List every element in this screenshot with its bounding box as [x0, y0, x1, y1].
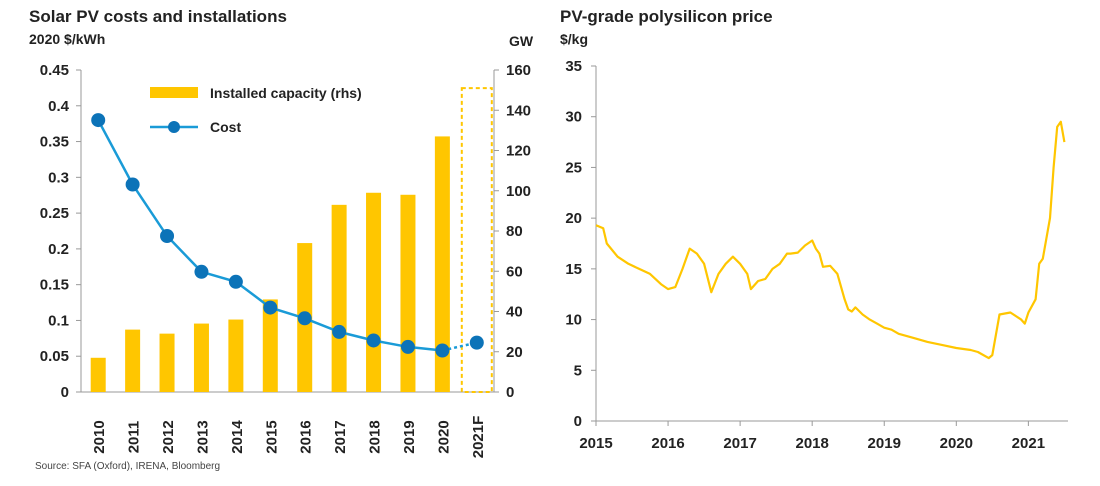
- left-chart-title: Solar PV costs and installations: [29, 7, 287, 26]
- cost-point: [194, 264, 209, 279]
- bar: [159, 333, 175, 392]
- cost-point: [435, 343, 450, 358]
- right-axis-unit: GW: [509, 33, 534, 49]
- left-tick-label: 0.35: [40, 134, 69, 151]
- source-note: Source: SFA (Oxford), IRENA, Bloomberg: [35, 461, 221, 472]
- poly-y-tick-label: 10: [565, 312, 582, 329]
- x-tick-label: 2013: [194, 420, 211, 453]
- cost-point: [263, 300, 278, 315]
- right-tick-label: 120: [506, 143, 531, 160]
- left-tick-label: 0.15: [40, 277, 69, 294]
- x-tick-label: 2021F: [470, 416, 487, 459]
- x-tick-label: 2020: [435, 420, 452, 453]
- right-tick-label: 0: [506, 384, 514, 401]
- left-tick-label: 0.05: [40, 348, 69, 365]
- x-tick-label: 2012: [160, 420, 177, 453]
- x-tick-label: 2018: [367, 420, 384, 453]
- poly-y-tick-label: 20: [565, 210, 582, 227]
- right-tick-label: 60: [506, 263, 523, 280]
- poly-x-tick-label: 2015: [579, 435, 612, 452]
- x-tick-label: 2011: [126, 421, 143, 454]
- poly-y-tick-label: 25: [565, 159, 582, 176]
- poly-y-tick-label: 30: [565, 109, 582, 126]
- poly-y-tick-label: 35: [565, 58, 582, 75]
- poly-x-tick-label: 2019: [868, 435, 901, 452]
- x-tick-label: 2016: [298, 420, 315, 453]
- poly-x-tick-label: 2017: [723, 435, 756, 452]
- legend-line-marker: [168, 121, 180, 133]
- poly-y-tick-label: 5: [574, 362, 582, 379]
- right-tick-label: 160: [506, 62, 531, 79]
- left-tick-label: 0.45: [40, 62, 69, 79]
- x-tick-label: 2014: [229, 420, 246, 454]
- left-tick-label: 0.2: [48, 241, 69, 258]
- poly-x-tick-label: 2018: [795, 435, 828, 452]
- bar: [331, 204, 347, 392]
- bar: [125, 329, 141, 392]
- left-tick-label: 0.1: [48, 312, 69, 329]
- cost-point: [469, 335, 484, 350]
- legend-bar-swatch: [150, 87, 198, 98]
- right-chart-title: PV-grade polysilicon price: [560, 7, 773, 26]
- x-tick-label: 2017: [332, 420, 349, 453]
- left-axis-unit: 2020 $/kWh: [29, 31, 106, 47]
- polysilicon-price-line: [595, 120, 1066, 360]
- poly-x-tick-label: 2020: [940, 435, 973, 452]
- poly-x-tick-label: 2021: [1012, 435, 1045, 452]
- poly-x-tick-label: 2016: [651, 435, 684, 452]
- left-tick-label: 0.4: [48, 98, 70, 115]
- right-tick-label: 100: [506, 183, 531, 200]
- x-tick-label: 2019: [401, 420, 418, 453]
- left-tick-label: 0.25: [40, 205, 69, 222]
- cost-point: [125, 177, 140, 192]
- left-tick-label: 0.3: [48, 169, 69, 186]
- right-tick-label: 20: [506, 344, 523, 361]
- x-tick-label: 2010: [91, 420, 108, 453]
- bar: [90, 357, 106, 392]
- cost-point: [366, 333, 381, 348]
- legend-line-label: Cost: [210, 119, 241, 135]
- left-tick-label: 0: [61, 384, 69, 401]
- cost-point: [160, 229, 175, 244]
- right-tick-label: 40: [506, 304, 523, 321]
- right-chart-unit: $/kg: [560, 31, 589, 47]
- cost-point: [228, 274, 243, 289]
- bar: [434, 136, 450, 392]
- cost-point: [297, 311, 312, 326]
- cost-point: [332, 324, 347, 339]
- cost-point: [400, 339, 415, 354]
- bar: [193, 323, 209, 392]
- bar-forecast: [460, 87, 493, 394]
- poly-y-tick-label: 15: [565, 261, 582, 278]
- x-tick-label: 2015: [263, 420, 280, 453]
- bar: [262, 299, 278, 392]
- legend-bar-label: Installed capacity (rhs): [210, 85, 362, 101]
- poly-y-tick-label: 0: [574, 413, 582, 430]
- bar: [228, 319, 244, 392]
- right-tick-label: 140: [506, 102, 531, 119]
- cost-point: [91, 113, 106, 128]
- right-tick-label: 80: [506, 223, 523, 240]
